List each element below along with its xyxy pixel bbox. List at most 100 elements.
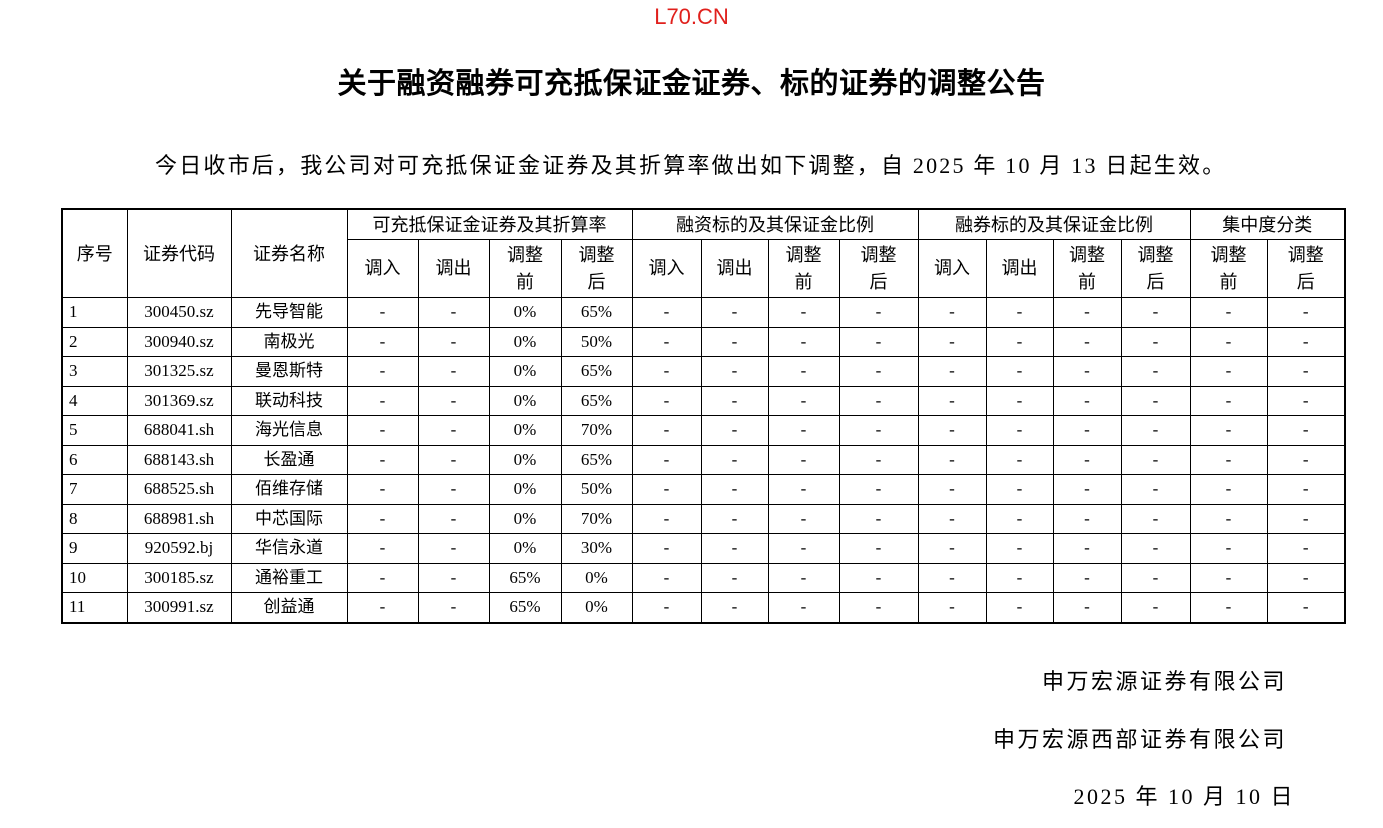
table-cell: 先导智能 [230,297,348,328]
table-row: 7 688525.sh 佰维存储 - -0% 50% - - - - - - - - - - [61,474,1346,505]
subheader-out-0: 调出 [417,239,490,298]
announcement-date: 2025 年 10 月 10 日 [1073,784,1295,809]
table-cell: 0% [488,533,562,564]
table-cell: - [1189,562,1268,593]
table-cell: - [631,385,702,416]
table-cell: - [917,533,987,564]
table-cell: - [917,592,987,623]
company-name-2: 申万宏源西部证券有限公司 [992,727,1287,752]
table-cell: 5 [61,415,128,446]
table-cell: - [346,297,419,328]
table-cell: - [631,474,702,505]
table-cell: - [1052,297,1122,328]
table-cell: - [631,444,702,475]
table-cell: - [1120,356,1191,387]
table-cell: - [700,444,769,475]
subheader-after-2: 调整 后 [1120,239,1191,298]
table-cell: 0% [488,297,562,328]
table-row: 10 300185.sz 通裕重工 - -65% 0% - - - - - - - - - - [61,562,1346,593]
table-cell: - [417,592,490,623]
table-cell: - [985,533,1054,564]
table-cell: - [1120,385,1191,416]
subheader-in-2: 调入 [917,239,987,298]
table-cell: 0% [488,356,562,387]
table-cell: - [767,385,840,416]
table-cell: 中芯国际 [230,503,348,534]
subheader-before-0: 调整 前 [488,239,562,298]
table-cell: 7 [61,474,128,505]
table-cell: 50% [560,474,633,505]
header-seq: 序号 [61,208,128,298]
header-code: 证券代码 [126,208,232,298]
subheader-after-1: 调整 后 [838,239,919,298]
table-cell: - [1052,326,1122,357]
table-cell: - [700,297,769,328]
table-cell: - [700,503,769,534]
subheader-out-1: 调出 [700,239,769,298]
table-cell: - [1120,592,1191,623]
table-cell: 70% [560,503,633,534]
table-cell: - [700,415,769,446]
table-cell: - [1120,297,1191,328]
table-cell: - [985,474,1054,505]
table-cell: - [1266,474,1346,505]
table-cell: - [838,415,919,446]
table-cell: 8 [61,503,128,534]
table-cell: - [1266,356,1346,387]
table-cell: 曼恩斯特 [230,356,348,387]
table-cell: 11 [61,592,128,623]
table-row: 8 688981.sh 中芯国际 - -0% 70% - - - - - - - - - - [61,503,1346,534]
table-cell: 0% [488,415,562,446]
table-cell: - [631,533,702,564]
table-cell: 65% [560,297,633,328]
table-row: 5 688041.sh 海光信息 - -0% 70% - - - - - - - - - - [61,415,1346,446]
table-cell: - [1189,444,1268,475]
table-cell: - [1266,385,1346,416]
header-name: 证券名称 [230,208,348,298]
table-cell: - [917,503,987,534]
table-row: 2 300940.sz 南极光 - -0% 50% - - - - - - - - - - [61,326,1346,357]
table-row: 4 301369.sz 联动科技 - -0% 65% - - - - - - - - - - [61,385,1346,416]
table-row: 1 300450.sz 先导智能 - -0% 65% - - - - - - - - - - [61,297,1346,328]
table-cell: 0% [488,444,562,475]
subheader-before-2: 调整 前 [1052,239,1122,298]
table-cell: - [346,444,419,475]
table-row: 3 301325.sz 曼恩斯特 - -0% 65% - - - - - - - - - - [61,356,1346,387]
table-cell: - [767,415,840,446]
table-cell: - [917,562,987,593]
table-cell: - [838,592,919,623]
table-cell: - [346,356,419,387]
table-cell: 300991.sz [126,592,232,623]
table-cell: 0% [488,503,562,534]
table-cell: - [1052,533,1122,564]
table-cell: 0% [560,562,633,593]
table-cell: - [767,297,840,328]
subheader-before-1: 调整 前 [767,239,840,298]
table-cell: - [1120,533,1191,564]
table-cell: 0% [488,326,562,357]
header-collateral: 可充抵保证金证券及其折算率 [346,208,633,240]
table-cell: - [1052,562,1122,593]
table-cell: - [917,356,987,387]
header-concentration: 集中度分类 [1189,208,1346,240]
table-cell: - [346,326,419,357]
table-cell: - [1120,562,1191,593]
table-cell: - [1266,503,1346,534]
table-cell: - [838,385,919,416]
table-cell: 1 [61,297,128,328]
table-cell: - [700,356,769,387]
table-cell: - [631,356,702,387]
table-cell: - [1266,444,1346,475]
company-name-1: 申万宏源证券有限公司 [1041,669,1287,694]
table-cell: - [838,562,919,593]
table-cell: - [767,444,840,475]
table-cell: - [1052,415,1122,446]
table-cell: - [631,297,702,328]
table-cell: 通裕重工 [230,562,348,593]
table-cell: - [1052,356,1122,387]
table-cell: - [838,503,919,534]
table-cell: 688143.sh [126,444,232,475]
table-cell: 301325.sz [126,356,232,387]
table-cell: 300450.sz [126,297,232,328]
table-cell: - [700,592,769,623]
